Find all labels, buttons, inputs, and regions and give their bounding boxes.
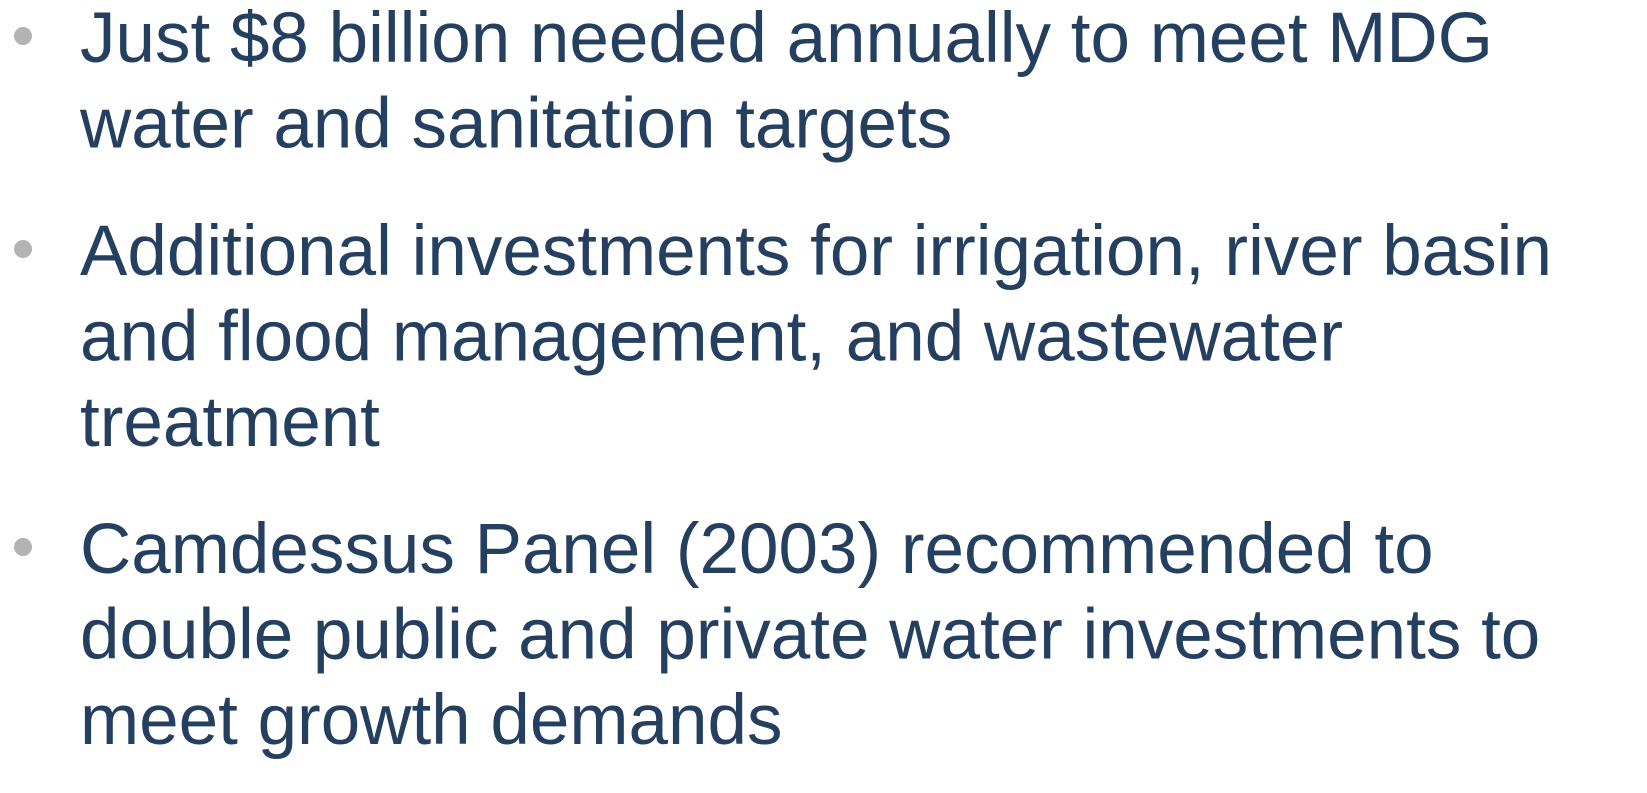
bullet-text: water and sanitation targets [79, 85, 952, 164]
bullet-text: and flood management, and wastewater [80, 298, 1343, 377]
bullet-text: Camdessus Panel (2003) recommended to [80, 510, 1434, 589]
bullet-text: double public and private water investme… [80, 596, 1540, 675]
bullet-text: Just $8 billion needed annually to meet … [80, 0, 1493, 78]
bullet-text: meet growth demands [80, 681, 782, 760]
bullet-text: Additional investments for irrigation, r… [80, 212, 1552, 291]
bullet-dot [14, 240, 32, 258]
bullet-dot [14, 27, 32, 45]
bullet-text: treatment [80, 383, 380, 462]
bullet-dot [14, 538, 32, 556]
